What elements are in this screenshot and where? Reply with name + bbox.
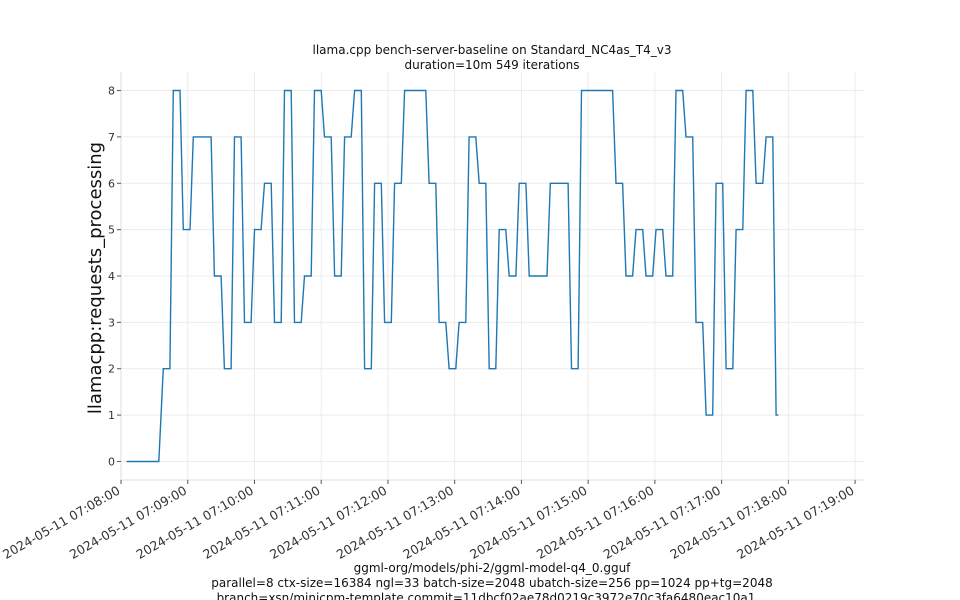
y-tick-label: 5 — [108, 224, 115, 237]
y-tick-label: 8 — [108, 85, 115, 98]
x-tick-label: 2024-05-11 07:18:00 — [667, 483, 790, 562]
y-axis-ticks: 0 1 2 3 4 5 6 7 8 — [108, 85, 121, 468]
x-tick-label: 2024-05-11 07:13:00 — [334, 483, 457, 562]
footer-branch: branch=xsn/minicpm-template commit=11dbc… — [217, 591, 756, 600]
x-tick-label: 2024-05-11 07:15:00 — [467, 483, 590, 562]
y-tick-label: 7 — [108, 131, 115, 144]
y-tick-label: 2 — [108, 363, 115, 376]
y-axis-label: llamacpp:requests_processing — [85, 142, 106, 414]
y-tick-label: 6 — [108, 177, 115, 190]
chart-title: llama.cpp bench-server-baseline on Stand… — [313, 43, 672, 57]
x-tick-label: 2024-05-11 07:17:00 — [601, 483, 724, 562]
x-tick-label: 2024-05-11 07:08:00 — [0, 483, 123, 562]
x-tick-label: 2024-05-11 07:11:00 — [200, 483, 323, 562]
x-tick-label: 2024-05-11 07:14:00 — [400, 483, 523, 562]
y-tick-label: 3 — [108, 316, 115, 329]
y-tick-label: 1 — [108, 409, 115, 422]
series-line — [126, 89, 779, 463]
x-tick-label: 2024-05-11 07:12:00 — [267, 483, 390, 562]
grid — [120, 72, 864, 480]
x-tick-label: 2024-05-11 07:19:00 — [734, 483, 857, 562]
y-tick-label: 0 — [108, 455, 115, 468]
x-tick-label: 2024-05-11 07:10:00 — [133, 483, 256, 562]
chart-subtitle: duration=10m 549 iterations — [405, 58, 580, 72]
x-tick-label: 2024-05-11 07:16:00 — [534, 483, 657, 562]
footer-model: ggml-org/models/phi-2/ggml-model-q4_0.gg… — [354, 561, 632, 575]
x-tick-label: 2024-05-11 07:09:00 — [67, 483, 190, 562]
y-tick-label: 4 — [108, 270, 115, 283]
footer-params: parallel=8 ctx-size=16384 ngl=33 batch-s… — [211, 576, 772, 590]
